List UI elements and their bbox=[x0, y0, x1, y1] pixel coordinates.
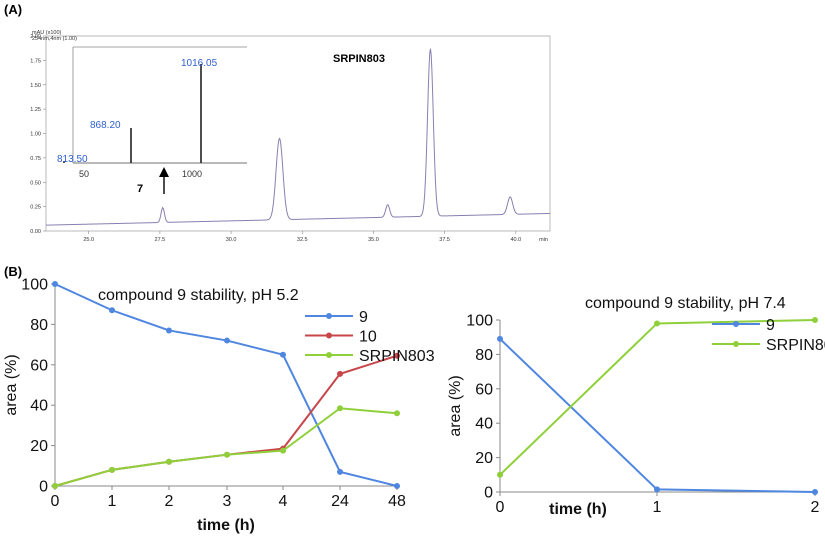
series-line-srpin803 bbox=[54, 407, 398, 487]
x-tick-label: 0 bbox=[51, 493, 60, 510]
data-point-9 bbox=[337, 468, 343, 475]
data-point-srpin803 bbox=[337, 405, 343, 412]
ms-peak-label: 868.20 bbox=[90, 120, 121, 131]
y-tick-label: 1.75 bbox=[30, 58, 41, 64]
y-tick-label: 20 bbox=[30, 438, 48, 455]
data-point-9 bbox=[812, 489, 818, 495]
legend-label: 9 bbox=[766, 317, 775, 334]
y-tick-label: 40 bbox=[475, 416, 493, 433]
chart-title: compound 9 stability, pH 7.4 bbox=[585, 295, 786, 312]
data-point-9 bbox=[497, 335, 503, 342]
legend-label: 10 bbox=[359, 329, 377, 346]
panel-a-label: (A) bbox=[4, 2, 22, 17]
x-tick-label: 3 bbox=[223, 493, 232, 510]
x-tick-label: 4 bbox=[279, 493, 288, 510]
x-tick-label: 32.5 bbox=[297, 237, 308, 243]
y-tick-label: 0 bbox=[484, 485, 493, 502]
legend-marker bbox=[326, 352, 332, 358]
panel-b-label: (B) bbox=[4, 264, 22, 279]
data-point-9 bbox=[654, 486, 660, 493]
inset-x-tick: 1000 bbox=[182, 169, 202, 179]
x-tick-label: 40.0 bbox=[510, 237, 521, 243]
compound-label-7: 7 bbox=[137, 183, 143, 195]
chart-ph52: 0 20 40 60 80 100 0 1 2 3 4 24 48 compound 9 stabilit… bbox=[3, 277, 435, 535]
y-tick-label: 100 bbox=[466, 313, 493, 330]
y-units-header: mAU (x100) bbox=[32, 30, 62, 36]
x-tick-label: 25.0 bbox=[83, 237, 94, 243]
x-tick-label: 1 bbox=[653, 499, 662, 516]
ms-peak-label: 813.50 bbox=[57, 154, 88, 165]
data-point-9 bbox=[109, 307, 115, 314]
x-axis-title: time (h) bbox=[549, 501, 607, 518]
y-tick-label: 20 bbox=[475, 450, 493, 467]
y-tick-label: 0.50 bbox=[30, 180, 41, 186]
chromatogram-frame bbox=[45, 35, 551, 232]
legend-label: 9 bbox=[359, 309, 368, 326]
peak-label-srpin803: SRPIN803 bbox=[333, 53, 385, 65]
legend-marker bbox=[733, 321, 739, 327]
data-point-10 bbox=[394, 352, 400, 359]
legend-label: SRPIN803 bbox=[359, 348, 435, 365]
legend-marker bbox=[733, 341, 739, 347]
y-tick-label: 60 bbox=[30, 357, 48, 374]
chromatogram: 2.00 1.75 1.50 1.25 1.00 0.75 0.50 0.25 0.00 25.0… bbox=[30, 30, 551, 243]
chart-title: compound 9 stability, pH 5.2 bbox=[98, 287, 299, 304]
data-point-srpin803 bbox=[224, 451, 230, 458]
ms-inset: 813.50 868.20 1016.05 50 1000 bbox=[57, 46, 247, 179]
y-axis-title: area (%) bbox=[3, 354, 20, 415]
x-tick-label: 48 bbox=[388, 493, 406, 510]
data-point-9 bbox=[166, 327, 172, 334]
data-point-9 bbox=[224, 337, 230, 344]
x-tick-label: 24 bbox=[331, 493, 349, 510]
data-point-srpin803 bbox=[654, 320, 660, 327]
legend-label: SRPIN803 bbox=[766, 337, 825, 354]
legend-marker bbox=[326, 313, 332, 319]
y-tick-label: 2.00 bbox=[30, 34, 41, 40]
y-tick-label: 0 bbox=[39, 479, 48, 496]
x-axis-title: time (h) bbox=[197, 517, 255, 534]
data-point-srpin803 bbox=[394, 410, 400, 417]
y-tick-label: 1.00 bbox=[30, 132, 41, 138]
y-tick-label: 100 bbox=[21, 277, 48, 294]
x-tick-label: 2 bbox=[811, 499, 820, 516]
y-tick-label: 40 bbox=[30, 398, 48, 415]
data-point-srpin803 bbox=[109, 466, 115, 473]
series-line-9 bbox=[499, 338, 816, 493]
y-axis-title: area (%) bbox=[447, 375, 464, 436]
y-tick-label: 80 bbox=[30, 317, 48, 334]
data-point-srpin803 bbox=[812, 317, 818, 323]
channel-header: 254nm,4nm (1.00) bbox=[32, 36, 77, 42]
data-point-9 bbox=[280, 351, 286, 358]
x-tick-label: 2 bbox=[165, 493, 174, 510]
y-tick-label: 60 bbox=[475, 381, 493, 398]
data-point-9 bbox=[394, 483, 400, 489]
x-tick-label: 37.5 bbox=[439, 237, 450, 243]
data-point-srpin803 bbox=[497, 471, 503, 478]
data-point-srpin803 bbox=[166, 458, 172, 465]
x-tick-label: 35.0 bbox=[368, 237, 379, 243]
arrow-icon bbox=[159, 167, 169, 177]
inset-x-tick: 50 bbox=[79, 169, 89, 179]
x-tick-label: 27.5 bbox=[155, 237, 166, 243]
x-unit-label: min bbox=[539, 237, 548, 243]
x-tick-label: 0 bbox=[496, 499, 505, 516]
x-tick-label: 1 bbox=[108, 493, 117, 510]
y-tick-label: 0.00 bbox=[30, 229, 41, 235]
data-point-srpin803 bbox=[52, 483, 58, 489]
y-tick-label: 1.50 bbox=[30, 83, 41, 89]
y-tick-label: 80 bbox=[475, 347, 493, 364]
data-point-9 bbox=[52, 281, 58, 287]
y-tick-label: 1.25 bbox=[30, 107, 41, 113]
ms-peak-label: 1016.05 bbox=[181, 58, 218, 69]
chart-ph74: 0 20 40 60 80 100 0 1 2 compound 9 stability, pH … bbox=[447, 295, 825, 518]
y-tick-label: 0.25 bbox=[30, 205, 41, 211]
data-point-srpin803 bbox=[280, 447, 286, 454]
x-tick-label: 30.0 bbox=[226, 237, 237, 243]
y-tick-label: 0.75 bbox=[30, 156, 41, 162]
series-line-10 bbox=[54, 354, 398, 487]
chromatogram-trace bbox=[45, 48, 551, 226]
data-point-10 bbox=[337, 370, 343, 377]
legend-marker bbox=[326, 332, 332, 339]
